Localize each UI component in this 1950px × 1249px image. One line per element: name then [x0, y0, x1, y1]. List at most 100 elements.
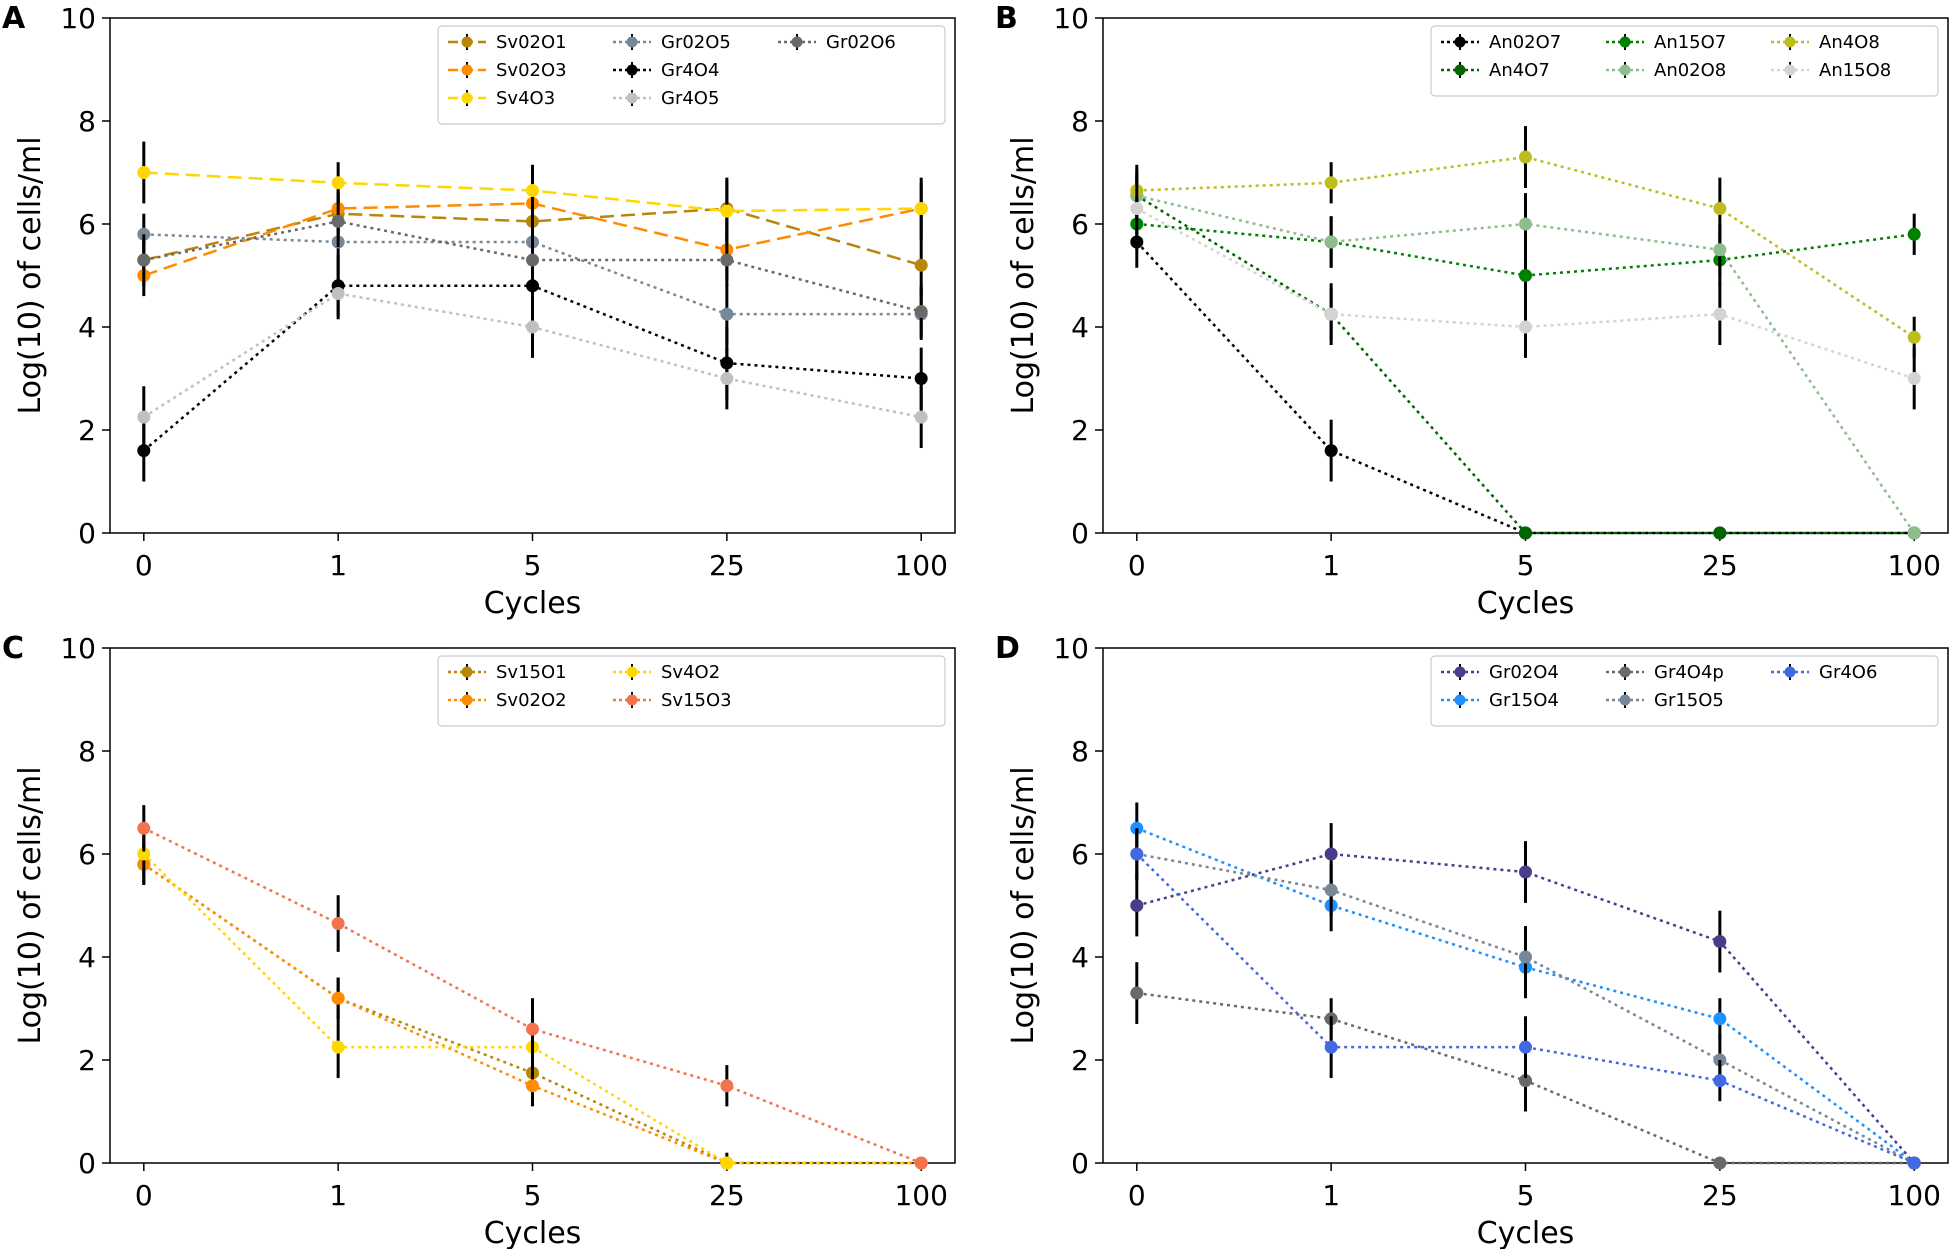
legend-swatch-marker: [1784, 666, 1796, 678]
x-tick-label: 100: [1887, 549, 1940, 582]
legend-label: Sv4O3: [496, 88, 555, 109]
legend-swatch-marker: [1784, 36, 1796, 48]
legend-label: Sv02O2: [496, 690, 567, 711]
y-tick-label: 10: [1053, 632, 1089, 665]
legend-entry: Sv02O1: [448, 32, 567, 53]
panel-letter: A: [2, 1, 26, 36]
legend-label: Sv15O1: [496, 662, 567, 683]
legend-label: Sv02O1: [496, 32, 567, 53]
legend-swatch-marker: [461, 694, 473, 706]
panel-letter: C: [2, 631, 24, 666]
x-axis-label: Cycles: [1477, 586, 1575, 621]
series-line: [143, 207, 922, 267]
data-point: [331, 991, 345, 1005]
legend-entry: An02O8: [1606, 60, 1726, 81]
y-tick-label: 4: [1071, 311, 1089, 344]
legend: Gr02O4 Gr15O4 Gr4O4p Gr15O5 Gr4O6: [1430, 655, 1939, 727]
legend-swatch-marker: [1784, 64, 1796, 76]
series-line: [1135, 241, 1915, 535]
legend-entry: Gr15O5: [1606, 690, 1724, 711]
y-tick-label: 4: [78, 941, 96, 974]
y-tick-label: 8: [1071, 105, 1089, 138]
data-point: [1324, 1040, 1338, 1054]
data-point: [914, 202, 928, 216]
data-point: [137, 253, 151, 267]
legend-swatch-marker: [1619, 64, 1631, 76]
data-point: [526, 1022, 539, 1036]
data-point: [1519, 950, 1532, 964]
data-point: [331, 176, 345, 190]
data-point: [1324, 883, 1338, 897]
legend-swatch-marker: [1619, 694, 1631, 706]
legend-box: [437, 655, 946, 727]
y-tick-label: 6: [1071, 208, 1089, 241]
y-tick-label: 6: [78, 838, 96, 871]
series-sv15o3: [137, 805, 928, 1170]
x-tick-label: 0: [135, 549, 153, 582]
x-tick-label: 100: [894, 549, 947, 582]
legend-entry: An02O7: [1441, 32, 1561, 53]
data-point: [1324, 444, 1338, 458]
legend-label: Gr02O6: [826, 32, 896, 53]
legend-swatch-marker: [1454, 694, 1466, 706]
data-point: [526, 320, 539, 334]
legend-label: Gr15O4: [1489, 690, 1559, 711]
x-tick-label: 5: [524, 1179, 542, 1212]
data-point: [1713, 526, 1727, 540]
legend-entry: Gr4O6: [1771, 662, 1877, 683]
legend-entry: An15O8: [1771, 60, 1891, 81]
data-point: [720, 253, 734, 267]
data-point: [1519, 526, 1532, 540]
legend-entry: Sv15O3: [613, 690, 732, 711]
x-tick-label: 0: [1128, 1179, 1146, 1212]
data-point: [1713, 307, 1727, 321]
y-tick-label: 0: [1071, 517, 1089, 550]
legend-entry: Gr4O4p: [1606, 662, 1724, 683]
legend-box: [437, 25, 946, 125]
legend-label: Gr4O4p: [1654, 662, 1724, 683]
legend-entry: Gr02O6: [778, 32, 896, 53]
y-axis-label: Log(10) of cells/ml: [13, 766, 48, 1044]
legend-box: [1430, 655, 1939, 727]
data-point: [1130, 986, 1144, 1000]
x-axis-label: Cycles: [484, 586, 582, 621]
data-point: [526, 184, 539, 198]
data-point: [720, 1156, 734, 1170]
series-line: [142, 853, 922, 1165]
series-an15o8: [1130, 182, 1921, 410]
y-tick-label: 10: [1053, 2, 1089, 35]
legend-entry: Gr15O4: [1441, 690, 1559, 711]
data-point: [1519, 1074, 1532, 1088]
legend-label: Gr4O5: [661, 88, 719, 109]
y-tick-label: 2: [78, 1044, 96, 1077]
x-tick-label: 25: [709, 549, 745, 582]
data-point: [914, 1156, 928, 1170]
data-point: [720, 204, 734, 218]
legend-label: Gr4O4: [661, 60, 719, 81]
data-point: [1519, 217, 1532, 231]
legend-entry: Sv4O2: [613, 662, 720, 683]
y-tick-label: 0: [78, 1147, 96, 1180]
data-point: [1130, 847, 1144, 861]
x-axis-label: Cycles: [484, 1216, 582, 1249]
legend-swatch-marker: [626, 666, 638, 678]
data-point: [137, 847, 151, 861]
series-line: [143, 827, 922, 1165]
legend-swatch-marker: [1454, 666, 1466, 678]
y-tick-label: 4: [1071, 941, 1089, 974]
y-tick-label: 2: [1071, 1044, 1089, 1077]
legend-label: An02O8: [1654, 60, 1726, 81]
data-point: [1907, 1156, 1921, 1170]
legend-entry: Sv4O3: [448, 88, 555, 109]
data-point: [137, 444, 151, 458]
y-tick-label: 4: [78, 311, 96, 344]
data-point: [720, 372, 734, 385]
y-tick-label: 10: [60, 632, 96, 665]
data-point: [331, 1040, 345, 1054]
series-line: [143, 233, 922, 316]
series-line: [1136, 852, 1916, 1164]
legend-swatch-marker: [461, 36, 473, 48]
series-gr02o6: [137, 195, 928, 338]
data-point: [1324, 235, 1338, 249]
legend-label: An4O8: [1819, 32, 1880, 53]
